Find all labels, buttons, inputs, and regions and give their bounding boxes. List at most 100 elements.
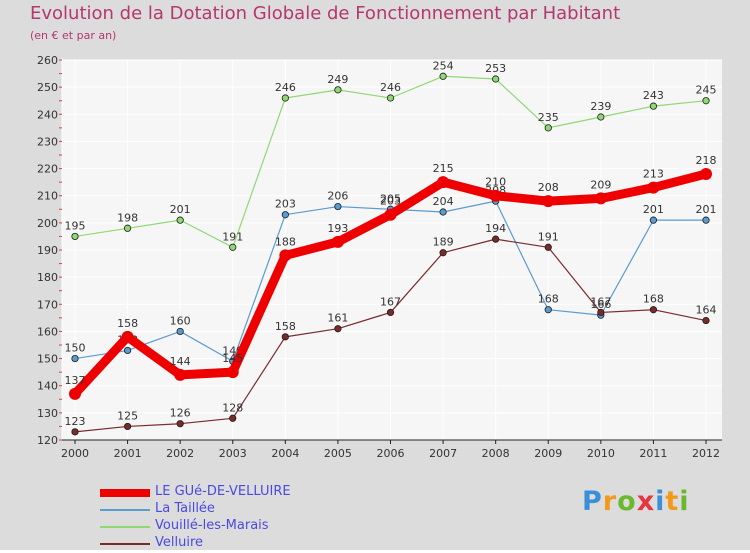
data-label: 239: [590, 100, 611, 113]
data-point: [702, 316, 710, 325]
data-label: 125: [117, 409, 138, 422]
data-label: 161: [327, 312, 348, 325]
data-point: [121, 330, 134, 343]
data-point: [489, 189, 502, 202]
data-point: [649, 102, 658, 110]
x-tick-label: 2000: [61, 447, 89, 460]
chart-title: Evolution de la Dotation Globale de Fonc…: [30, 3, 621, 24]
data-label: 198: [117, 211, 138, 224]
data-label: 188: [275, 235, 296, 248]
data-point: [281, 211, 289, 219]
legend-label: Velluire: [155, 535, 204, 550]
data-point: [439, 72, 447, 80]
data-label: 191: [538, 230, 559, 243]
x-tick-label: 2002: [166, 447, 194, 460]
data-point: [544, 306, 552, 314]
data-point: [334, 86, 342, 94]
y-tick-label: 220: [37, 163, 58, 176]
data-point: [226, 366, 239, 379]
data-label: 126: [170, 407, 191, 420]
legend-swatch: [100, 543, 150, 545]
data-point: [176, 420, 184, 428]
y-tick-label: 240: [37, 108, 58, 121]
legend-label: La Taillée: [155, 501, 215, 516]
legend-swatch: [100, 526, 150, 528]
data-point: [174, 368, 187, 381]
y-tick-label: 150: [37, 353, 58, 366]
data-point: [702, 97, 710, 105]
data-label: 164: [696, 304, 717, 317]
data-point: [386, 94, 395, 102]
data-point: [176, 327, 184, 336]
data-point: [649, 216, 658, 224]
data-point: [123, 346, 132, 355]
data-label: 205: [380, 192, 401, 205]
data-label: 201: [643, 203, 664, 216]
y-tick-label: 160: [37, 325, 58, 338]
data-point: [542, 195, 555, 208]
legend-label: Vouillé-les-Marais: [155, 518, 269, 533]
data-point: [331, 235, 344, 248]
data-label: 128: [222, 401, 243, 414]
data-point: [597, 113, 605, 121]
data-point: [544, 124, 552, 132]
data-point: [649, 306, 658, 314]
x-tick-label: 2008: [482, 447, 510, 460]
data-label: 253: [485, 62, 506, 75]
logo-letter: r: [602, 486, 618, 517]
x-tick-label: 2012: [692, 447, 720, 460]
logo-letter: i: [679, 486, 690, 517]
data-label: 160: [170, 314, 191, 327]
data-label: 189: [433, 236, 454, 249]
x-tick-label: 2011: [639, 447, 667, 460]
proxiti-logo: Proxiti: [582, 486, 690, 517]
logo-letter: o: [617, 486, 637, 517]
y-tick-label: 230: [37, 135, 58, 148]
data-point: [492, 235, 500, 243]
data-label: 194: [485, 222, 506, 235]
data-point: [279, 249, 292, 262]
logo-letter: t: [665, 486, 680, 517]
data-label: 158: [117, 317, 138, 330]
data-label: 208: [538, 181, 559, 194]
data-point: [439, 249, 447, 257]
data-label: 245: [696, 84, 717, 97]
data-point: [702, 216, 710, 224]
legend-swatch: [100, 509, 150, 511]
data-label: 246: [275, 81, 296, 94]
data-label: 191: [222, 230, 243, 243]
data-label: 167: [380, 295, 401, 308]
data-label: 137: [65, 374, 86, 387]
data-label: 150: [65, 342, 86, 355]
data-label: 206: [327, 190, 348, 203]
data-point: [176, 216, 184, 224]
data-label: 215: [433, 162, 454, 175]
y-tick-label: 180: [37, 271, 58, 284]
data-point: [229, 243, 237, 251]
x-tick-label: 2001: [114, 447, 142, 460]
data-label: 193: [327, 222, 348, 235]
x-tick-label: 2009: [534, 447, 562, 460]
data-point: [123, 422, 132, 431]
data-label: 203: [275, 198, 296, 211]
data-label: 210: [485, 176, 506, 189]
data-label: 195: [65, 219, 86, 232]
data-point: [281, 94, 289, 102]
data-point: [71, 354, 79, 363]
data-label: 203: [380, 195, 401, 208]
data-point: [386, 308, 395, 317]
x-tick-label: 2010: [587, 447, 615, 460]
data-label: 145: [222, 352, 243, 365]
data-label: 167: [590, 295, 611, 308]
y-tick-label: 140: [37, 380, 58, 393]
y-tick-label: 260: [37, 54, 58, 67]
data-point: [69, 387, 81, 400]
data-label: 209: [590, 178, 611, 191]
data-label: 166: [590, 298, 611, 311]
x-tick-label: 2005: [324, 447, 352, 460]
data-label: 218: [696, 154, 717, 167]
data-label: 246: [380, 81, 401, 94]
y-tick-label: 200: [37, 217, 58, 230]
